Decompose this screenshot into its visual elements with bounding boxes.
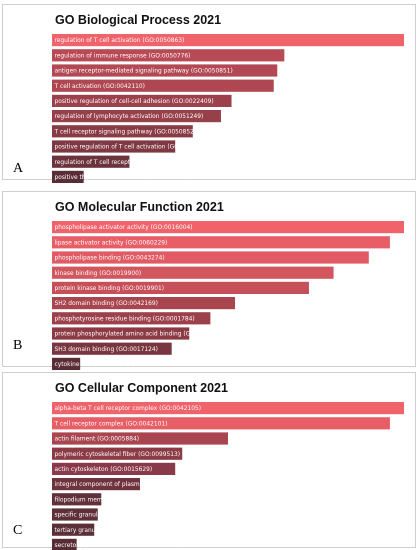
bar	[52, 236, 390, 249]
panel-label: B	[13, 338, 23, 353]
bar	[52, 251, 369, 264]
bar-label: specific granule (GO:0042581)	[55, 513, 145, 519]
bar-label: phospholipase activator activity (GO:001…	[55, 225, 193, 231]
bar	[52, 125, 193, 138]
bar	[52, 155, 130, 168]
bar-chart: regulation of T cell activation (GO:0050…	[52, 34, 404, 183]
bar-label: regulation of immune response (GO:005077…	[55, 53, 191, 59]
bar	[52, 523, 95, 536]
bar	[52, 357, 81, 370]
bar	[52, 297, 236, 310]
bar	[52, 538, 77, 550]
bar-label: integral component of plasma membrane (G…	[55, 482, 222, 488]
bar	[52, 417, 390, 430]
bar-label: T cell receptor signaling pathway (GO:00…	[54, 129, 197, 135]
bar	[52, 79, 274, 92]
bar	[52, 94, 232, 107]
bar-label: T cell receptor complex (GO:0042101)	[54, 421, 168, 427]
bar-label: regulation of T cell receptor signaling …	[55, 160, 236, 166]
bar	[52, 342, 172, 355]
bar-label: positive regulation of T cell activation…	[55, 145, 210, 151]
bar-label: lipase activator activity (GO:0060229)	[55, 240, 168, 246]
bar-label: secretory granule membrane (GO:0030667)	[55, 543, 185, 549]
bar-label: SH3 domain binding (GO:0017124)	[55, 347, 158, 353]
bar	[52, 49, 285, 62]
bar	[52, 34, 404, 47]
bar-label: phosphotyrosine residue binding (GO:0001…	[55, 316, 195, 322]
bar	[52, 221, 404, 234]
bar-label: regulation of T cell activation (GO:0050…	[55, 38, 185, 44]
bar-label: SH2 domain binding (GO:0042169)	[55, 301, 158, 307]
bar	[52, 327, 190, 340]
bar-label: cytokine receptor activity (GO:0004896)	[55, 362, 174, 368]
bar	[52, 447, 183, 460]
bar-label: actin cytoskeleton (GO:0015629)	[55, 467, 153, 473]
bar	[52, 110, 221, 123]
bar-label: protein phosphorylated amino acid bindin…	[55, 332, 226, 338]
bar	[52, 432, 228, 445]
bar-chart: alpha-beta T cell receptor complex (GO:0…	[52, 402, 404, 550]
bar	[52, 508, 98, 521]
bar-label: protein kinase binding (GO:0019901)	[55, 286, 165, 292]
bar	[52, 462, 176, 475]
chart-title: GO Biological Process 2021	[55, 13, 222, 27]
bar-label: filopodium membrane (GO:0031527)	[55, 497, 164, 503]
bar	[52, 170, 84, 183]
bar-label: tertiary granule (GO:0070820)	[55, 528, 145, 534]
panel-label: A	[13, 161, 24, 176]
bar-label: positive thymic T cell selection (GO:004…	[55, 175, 190, 181]
bar	[52, 281, 309, 294]
chart-panel-cellular-component: GO Cellular Component 2021 C alpha-beta …	[2, 372, 416, 550]
bar-label: regulation of lymphocyte activation (GO:…	[55, 114, 204, 120]
chart-title: GO Molecular Function 2021	[55, 200, 224, 214]
bar	[52, 140, 176, 153]
bar	[52, 312, 211, 325]
bar	[52, 64, 278, 77]
bar	[52, 402, 404, 415]
panel-label: C	[13, 523, 23, 538]
bar-label: alpha-beta T cell receptor complex (GO:0…	[55, 406, 202, 412]
bar-label: positive regulation of cell-cell adhesio…	[55, 99, 214, 105]
chart-panel-biological-process: GO Biological Process 2021 A regulation …	[2, 4, 416, 183]
bar-label: polymeric cytoskeletal fiber (GO:0099513…	[55, 452, 181, 458]
chart-panel-molecular-function: GO Molecular Function 2021 B phospholipa…	[2, 191, 416, 370]
bar-label: phospholipase binding (GO:0043274)	[55, 256, 165, 262]
bar-label: kinase binding (GO:0019900)	[55, 271, 142, 277]
bar	[52, 493, 102, 506]
bar	[52, 266, 334, 279]
bar-label: T cell activation (GO:0042110)	[54, 84, 145, 90]
chart-title: GO Cellular Component 2021	[55, 381, 228, 395]
bar	[52, 478, 140, 491]
bar-label: actin filament (GO:0005884)	[55, 437, 140, 443]
bar-chart: phospholipase activator activity (GO:001…	[52, 221, 404, 370]
bar-label: antigen receptor-mediated signaling path…	[55, 69, 233, 75]
